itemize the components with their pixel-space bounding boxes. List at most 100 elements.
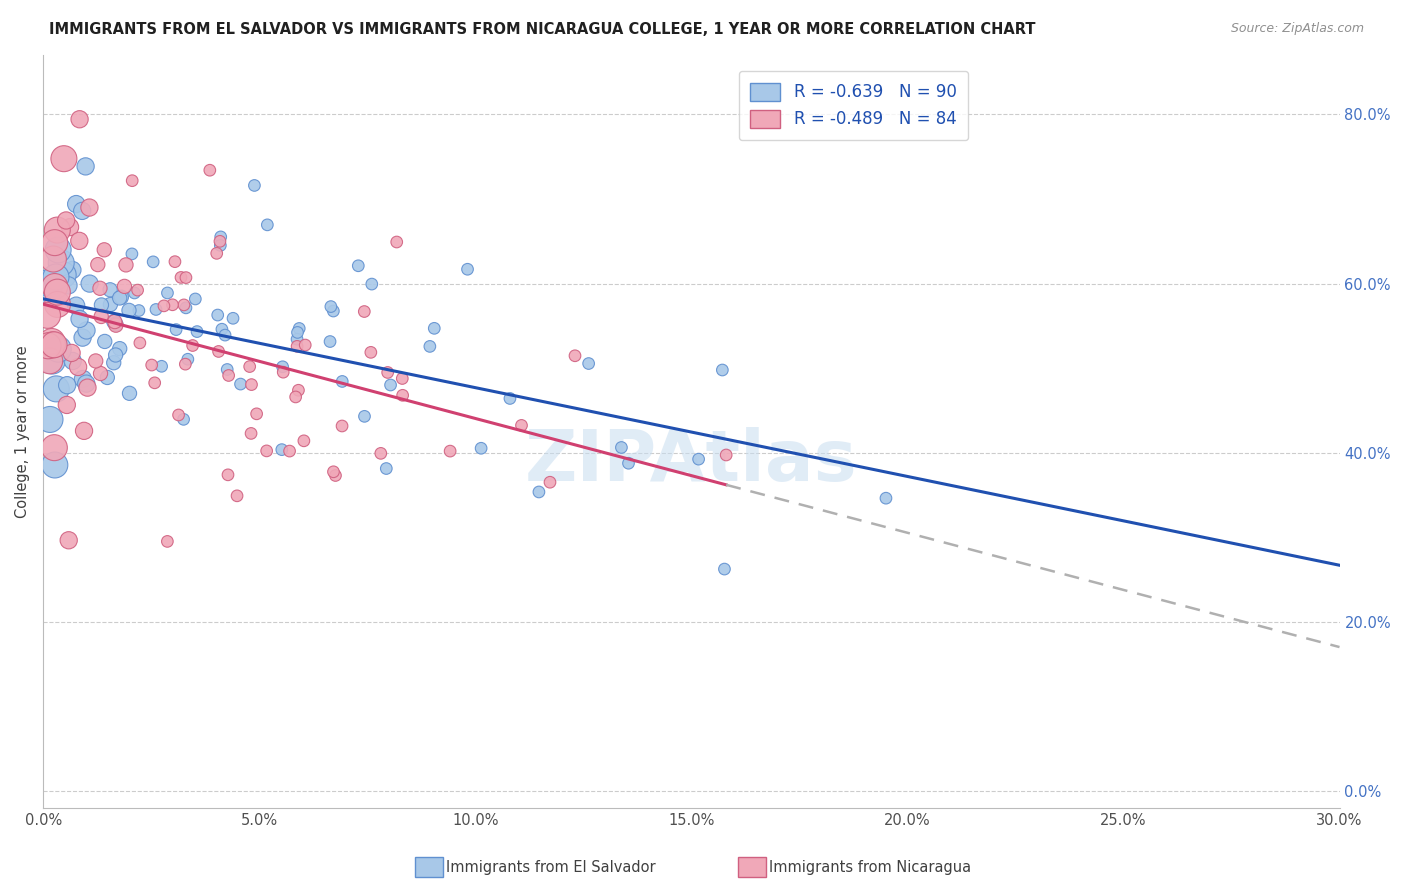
- Point: [37, 276, 59, 290]
- Point: [127, 283, 149, 297]
- Point: [128, 335, 150, 350]
- Point: [72, 372, 94, 386]
- Point: [56, 398, 79, 412]
- Point: [58, 533, 80, 548]
- Point: [875, 491, 897, 506]
- Point: [217, 362, 239, 376]
- Point: [69, 112, 91, 127]
- Point: [41, 354, 63, 368]
- Point: [294, 338, 316, 352]
- Point: [118, 303, 141, 318]
- Point: [39, 412, 62, 426]
- Point: [142, 255, 165, 269]
- Point: [41, 338, 63, 352]
- Point: [391, 388, 413, 402]
- Point: [103, 356, 125, 370]
- Point: [218, 368, 240, 383]
- Point: [207, 308, 229, 322]
- Point: [564, 349, 586, 363]
- Point: [45, 270, 67, 285]
- Point: [156, 285, 179, 300]
- Point: [271, 365, 294, 379]
- Point: [377, 366, 399, 380]
- Legend: R = -0.639   N = 90, R = -0.489   N = 84: R = -0.639 N = 90, R = -0.489 N = 84: [738, 71, 969, 140]
- Point: [711, 363, 734, 377]
- Point: [38, 353, 60, 368]
- Point: [499, 392, 522, 406]
- Point: [89, 367, 111, 381]
- Text: Source: ZipAtlas.com: Source: ZipAtlas.com: [1230, 22, 1364, 36]
- Point: [330, 375, 353, 389]
- Point: [145, 302, 167, 317]
- Point: [58, 278, 80, 293]
- Point: [285, 339, 308, 353]
- Point: [37, 285, 59, 299]
- Point: [240, 426, 263, 441]
- Point: [118, 386, 141, 401]
- Point: [287, 326, 309, 340]
- Point: [610, 441, 633, 455]
- Point: [184, 292, 207, 306]
- Point: [65, 197, 87, 211]
- Point: [423, 321, 446, 335]
- Point: [44, 441, 66, 455]
- Point: [385, 235, 408, 249]
- Point: [457, 262, 479, 277]
- Point: [94, 334, 117, 349]
- Point: [375, 461, 398, 475]
- Point: [87, 258, 110, 272]
- Point: [510, 418, 533, 433]
- Point: [153, 299, 176, 313]
- Point: [209, 238, 232, 252]
- Point: [527, 485, 550, 500]
- Point: [207, 344, 229, 359]
- Point: [165, 323, 187, 337]
- Point: [322, 304, 344, 318]
- Point: [104, 315, 127, 329]
- Point: [419, 339, 441, 353]
- Point: [104, 318, 127, 333]
- Point: [240, 377, 263, 392]
- Point: [96, 370, 118, 384]
- Point: [100, 297, 122, 311]
- Point: [75, 160, 97, 174]
- Point: [181, 338, 204, 352]
- Point: [271, 359, 294, 374]
- Point: [167, 408, 190, 422]
- Point: [67, 359, 90, 374]
- Point: [330, 419, 353, 434]
- Text: Immigrants from Nicaragua: Immigrants from Nicaragua: [769, 860, 972, 874]
- Point: [217, 467, 239, 482]
- Point: [214, 328, 236, 343]
- Point: [284, 390, 307, 404]
- Point: [90, 310, 112, 324]
- Point: [128, 303, 150, 318]
- Y-axis label: College, 1 year or more: College, 1 year or more: [15, 345, 30, 518]
- Point: [62, 354, 84, 368]
- Point: [70, 203, 93, 218]
- Point: [67, 234, 90, 248]
- Point: [72, 330, 94, 344]
- Point: [44, 279, 66, 293]
- Point: [287, 384, 309, 398]
- Point: [380, 378, 402, 392]
- Point: [98, 283, 121, 297]
- Point: [41, 275, 63, 289]
- Point: [209, 230, 232, 244]
- Point: [104, 348, 127, 362]
- Point: [713, 562, 735, 576]
- Point: [391, 371, 413, 385]
- Point: [121, 247, 143, 261]
- Point: [46, 243, 69, 257]
- Point: [353, 409, 375, 424]
- Point: [292, 434, 315, 448]
- Point: [256, 218, 278, 232]
- Point: [114, 279, 136, 293]
- Point: [37, 339, 59, 353]
- Point: [60, 346, 83, 360]
- Point: [578, 357, 600, 371]
- Point: [270, 442, 292, 457]
- Point: [174, 357, 197, 371]
- Point: [73, 424, 96, 438]
- Point: [347, 259, 370, 273]
